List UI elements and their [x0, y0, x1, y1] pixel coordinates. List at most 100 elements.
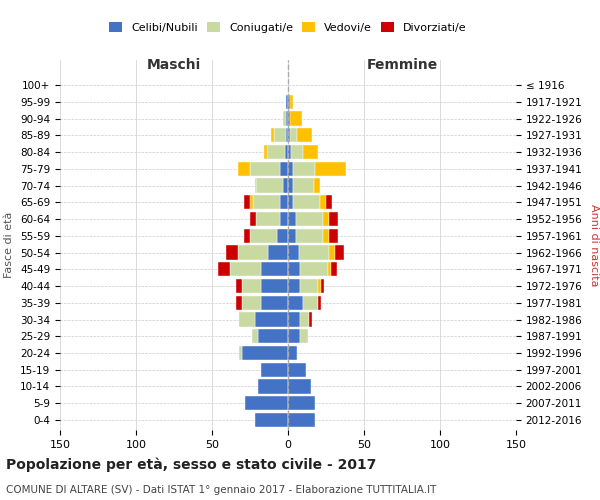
Bar [285, 145, 288, 159]
Bar [250, 195, 253, 210]
Bar [288, 228, 296, 243]
Bar [296, 228, 323, 243]
Bar [239, 346, 242, 360]
Bar [329, 246, 335, 260]
Bar [256, 212, 280, 226]
Bar [288, 212, 296, 226]
Bar [329, 212, 338, 226]
Bar [299, 246, 329, 260]
Bar [288, 94, 290, 109]
Bar [238, 162, 250, 176]
Bar [250, 162, 280, 176]
Bar [226, 246, 238, 260]
Bar [260, 262, 288, 276]
Bar [288, 178, 293, 192]
Bar [288, 296, 303, 310]
Bar [323, 228, 329, 243]
Bar [288, 246, 299, 260]
Bar [242, 346, 288, 360]
Bar [286, 94, 288, 109]
Bar [293, 162, 316, 176]
Bar [326, 195, 332, 210]
Bar [288, 195, 293, 210]
Bar [303, 145, 319, 159]
Bar [286, 112, 288, 126]
Bar [254, 413, 288, 427]
Text: Popolazione per età, sesso e stato civile - 2017: Popolazione per età, sesso e stato civil… [6, 458, 376, 472]
Bar [290, 128, 297, 142]
Bar [288, 162, 293, 176]
Bar [244, 228, 250, 243]
Bar [254, 178, 256, 192]
Bar [288, 380, 311, 394]
Bar [335, 246, 344, 260]
Bar [245, 396, 288, 410]
Bar [322, 279, 325, 293]
Bar [230, 262, 260, 276]
Bar [242, 296, 260, 310]
Bar [274, 128, 286, 142]
Bar [238, 246, 268, 260]
Bar [293, 195, 320, 210]
Bar [239, 312, 254, 326]
Bar [329, 228, 338, 243]
Bar [250, 228, 277, 243]
Text: COMUNE DI ALTARE (SV) - Dati ISTAT 1° gennaio 2017 - Elaborazione TUTTITALIA.IT: COMUNE DI ALTARE (SV) - Dati ISTAT 1° ge… [6, 485, 436, 495]
Y-axis label: Fasce di età: Fasce di età [4, 212, 14, 278]
Bar [314, 178, 320, 192]
Bar [291, 145, 303, 159]
Bar [280, 212, 288, 226]
Y-axis label: Anni di nascita: Anni di nascita [589, 204, 599, 286]
Bar [288, 346, 297, 360]
Bar [256, 178, 283, 192]
Bar [303, 296, 319, 310]
Bar [250, 212, 256, 226]
Bar [328, 262, 331, 276]
Bar [260, 279, 288, 293]
Bar [300, 279, 319, 293]
Bar [260, 296, 288, 310]
Bar [268, 246, 288, 260]
Bar [286, 128, 288, 142]
Bar [257, 329, 288, 344]
Bar [251, 329, 257, 344]
Bar [277, 228, 288, 243]
Bar [300, 329, 308, 344]
Bar [300, 312, 309, 326]
Bar [288, 262, 300, 276]
Bar [236, 296, 242, 310]
Bar [316, 162, 346, 176]
Bar [263, 145, 267, 159]
Bar [280, 162, 288, 176]
Bar [288, 312, 300, 326]
Bar [288, 279, 300, 293]
Bar [254, 312, 288, 326]
Legend: Celibi/Nubili, Coniugati/e, Vedovi/e, Divorziati/e: Celibi/Nubili, Coniugati/e, Vedovi/e, Di… [105, 18, 471, 37]
Bar [283, 112, 286, 126]
Bar [283, 178, 288, 192]
Bar [288, 413, 316, 427]
Text: Maschi: Maschi [147, 58, 201, 71]
Bar [309, 312, 313, 326]
Bar [290, 94, 293, 109]
Bar [244, 195, 250, 210]
Bar [260, 362, 288, 377]
Bar [323, 212, 329, 226]
Bar [288, 145, 291, 159]
Bar [267, 145, 285, 159]
Text: Femmine: Femmine [367, 58, 437, 71]
Bar [331, 262, 337, 276]
Bar [293, 178, 314, 192]
Bar [257, 380, 288, 394]
Bar [280, 195, 288, 210]
Bar [288, 128, 290, 142]
Bar [288, 329, 300, 344]
Bar [288, 396, 316, 410]
Bar [271, 128, 274, 142]
Bar [300, 262, 328, 276]
Bar [290, 112, 302, 126]
Bar [242, 279, 260, 293]
Bar [319, 279, 322, 293]
Bar [297, 128, 313, 142]
Bar [288, 112, 290, 126]
